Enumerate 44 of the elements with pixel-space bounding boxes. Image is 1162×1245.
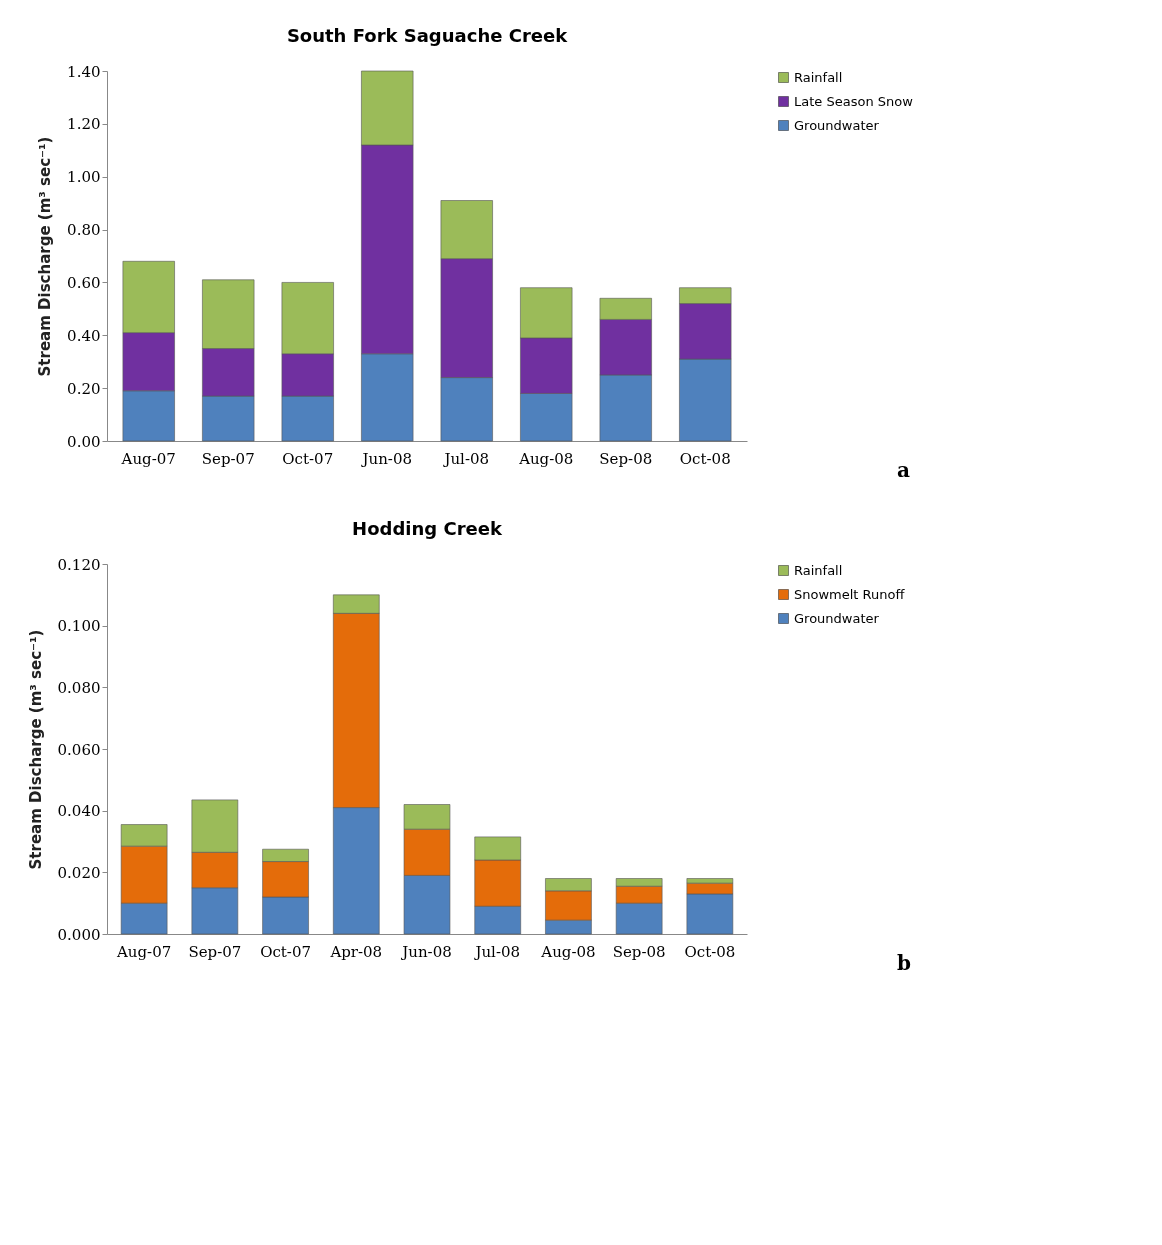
legend-label: Rainfall	[794, 69, 843, 85]
x-tick-label: Aug-08	[540, 942, 596, 961]
x-tick-label: Jun-08	[400, 942, 452, 961]
y-tick-label: 0.000	[57, 925, 101, 944]
y-tick-label: 0.00	[67, 432, 101, 451]
x-tick-label: Aug-07	[115, 942, 172, 961]
y-tick-label: 0.020	[57, 863, 101, 882]
x-tick-label: Sep-07	[201, 449, 255, 468]
y-axis-title: Stream Discharge (m³ sec⁻¹)	[26, 629, 45, 870]
y-tick-label: 0.080	[57, 678, 101, 697]
text: b	[897, 951, 911, 975]
y-tick-label: 1.00	[67, 168, 101, 187]
x-tick-label: Jun-08	[360, 449, 412, 468]
legend-label: Rainfall	[794, 562, 843, 578]
x-tick-label: Apr-08	[329, 942, 383, 961]
y-tick-label: 0.80	[67, 221, 101, 240]
y-tick-label: 0.20	[67, 379, 101, 398]
y-axis-title: Stream Discharge (m³ sec⁻¹)	[36, 136, 55, 377]
legend-label: Groundwater	[794, 610, 880, 626]
x-tick-label: Aug-08	[518, 449, 574, 468]
x-tick-label: Sep-08	[612, 942, 666, 961]
x-tick-label: Jul-08	[473, 942, 521, 961]
y-tick-label: 1.40	[67, 62, 101, 81]
y-tick-label: 0.060	[57, 740, 101, 759]
y-tick-label: 0.120	[57, 555, 101, 574]
chart-title: Hodding Creek	[352, 518, 503, 539]
x-tick-label: Aug-07	[120, 449, 176, 468]
y-tick-label: 0.60	[67, 273, 101, 292]
x-tick-label: Sep-08	[599, 449, 653, 468]
legend-label: Groundwater	[794, 117, 880, 133]
x-tick-label: Oct-08	[684, 942, 736, 961]
legend-label: Late Season Snow	[794, 93, 914, 109]
y-tick-label: 0.100	[57, 617, 101, 636]
legend-label: Snowmelt Runoff	[794, 586, 906, 602]
x-tick-label: Jul-08	[442, 449, 490, 468]
y-tick-label: 1.20	[67, 115, 101, 134]
x-tick-label: Oct-08	[679, 449, 731, 468]
chart-title: South Fork Saguache Creek	[286, 25, 569, 46]
x-tick-label: Oct-07	[282, 449, 334, 468]
y-tick-label: 0.040	[57, 802, 101, 821]
x-tick-label: Oct-07	[260, 942, 312, 961]
text: a	[897, 458, 910, 482]
x-tick-label: Sep-07	[188, 942, 242, 961]
y-tick-label: 0.40	[67, 326, 101, 345]
